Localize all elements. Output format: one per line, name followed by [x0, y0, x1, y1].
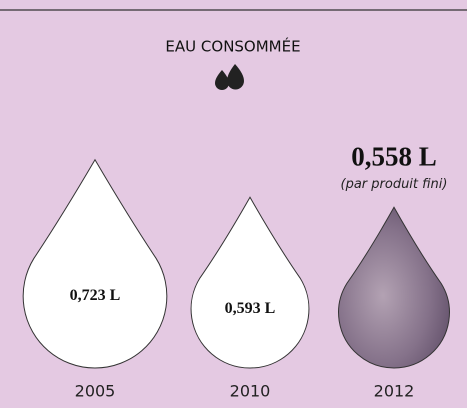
chart-title: EAU CONSOMMÉE [165, 37, 300, 56]
value-label: 0,558 L [351, 141, 437, 171]
value-label: 0,593 L [225, 300, 276, 317]
category-label: 2005 [75, 382, 116, 401]
category-label: 2012 [374, 382, 415, 401]
annotation: (par produit fini) [341, 177, 448, 192]
chart: EAU CONSOMMÉE 0,723 L 2005 0,593 L 2010 0,55… [0, 0, 467, 408]
value-label: 0,723 L [70, 287, 121, 304]
category-label: 2010 [230, 382, 271, 401]
